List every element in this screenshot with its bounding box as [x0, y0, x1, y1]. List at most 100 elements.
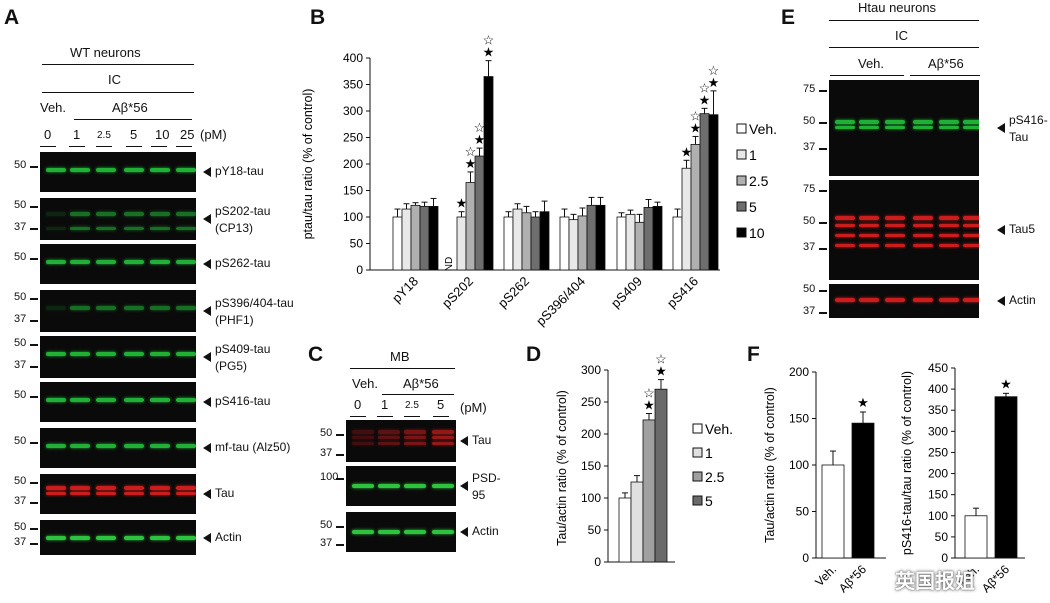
- blot-label-sub: (CP13): [215, 221, 254, 235]
- arrow-icon: [203, 489, 211, 499]
- blot-band: [885, 234, 905, 237]
- y-tick-label: 50: [935, 530, 949, 544]
- blot-band: [176, 352, 196, 356]
- mw-marker: 37: [14, 221, 27, 233]
- mw-tick: [30, 543, 38, 545]
- panel-a-header-line: [42, 64, 194, 65]
- blot-band: [124, 212, 144, 216]
- blot-band: [150, 492, 170, 495]
- legend-swatch: [736, 175, 747, 186]
- blot-label-sub: (PHF1): [215, 313, 254, 327]
- blot-label: Actin: [472, 524, 499, 538]
- dose-underline: [404, 416, 420, 417]
- blot-band: [176, 536, 196, 540]
- panel-a-condition: IC: [108, 72, 121, 87]
- blot-band: [913, 234, 933, 237]
- blot-band: [70, 492, 90, 495]
- panel-e-treatment: Aβ*56: [928, 56, 964, 71]
- bar: [419, 205, 430, 271]
- panel-c-treatment-line: [382, 394, 454, 395]
- dose-label: 25: [180, 127, 195, 142]
- arrow-icon: [203, 397, 211, 407]
- bar: [586, 204, 597, 271]
- blot-band: [939, 126, 959, 129]
- blot-band: [378, 430, 400, 434]
- blot-band: [432, 442, 454, 445]
- blot-band: [939, 298, 959, 302]
- dose-label: 5: [437, 397, 445, 412]
- blot-band: [432, 436, 454, 439]
- blot-strip: [40, 244, 196, 284]
- bar: [568, 219, 579, 271]
- y-axis-label: pS416-tau/tau ratio (% of control): [900, 371, 914, 555]
- blot-band: [963, 224, 979, 227]
- blot-band: [176, 492, 196, 495]
- x-tick-label: pS262: [495, 274, 532, 311]
- y-tick-label: 100: [581, 491, 601, 505]
- mw-tick: [819, 312, 827, 314]
- y-tick-label: 300: [928, 424, 948, 438]
- mw-tick: [30, 442, 38, 444]
- legend-label: 5: [749, 199, 757, 215]
- panel-e-condition: IC: [895, 28, 908, 43]
- panel-a-unit: (pM): [200, 127, 227, 142]
- blot-band: [124, 492, 144, 495]
- panel-a-header: WT neurons: [70, 45, 141, 60]
- arrow-icon: [203, 306, 211, 316]
- blot-band: [150, 352, 170, 356]
- blot-band: [150, 306, 170, 310]
- mw-marker: 75: [803, 83, 816, 95]
- blot-band: [835, 224, 855, 227]
- y-tick-label: 250: [581, 395, 601, 409]
- blot-band: [378, 530, 400, 534]
- blot-band: [70, 536, 90, 540]
- y-tick-label: 100: [789, 458, 809, 472]
- blot-band: [885, 216, 905, 220]
- blot-band: [176, 486, 196, 490]
- blot-label: PSD-: [472, 471, 501, 485]
- panel-c-treatment: Aβ*56: [403, 376, 439, 391]
- blot-band: [150, 536, 170, 540]
- y-tick-label: 250: [343, 131, 363, 145]
- blot-band: [859, 126, 879, 129]
- blot-band: [124, 486, 144, 490]
- filled-star-icon: ★: [1000, 376, 1012, 391]
- bar: [410, 204, 421, 271]
- dose-label: 1: [381, 397, 389, 412]
- y-tick-label: 200: [789, 365, 809, 379]
- dose-label: 1: [73, 127, 81, 142]
- blot-band: [96, 168, 116, 172]
- legend-swatch: [692, 495, 703, 506]
- blot-band: [46, 227, 66, 230]
- mw-marker: 50: [320, 427, 333, 439]
- mw-marker: 50: [14, 389, 27, 401]
- mw-marker: 50: [14, 291, 27, 303]
- mw-tick: [819, 290, 827, 292]
- blot-band: [913, 298, 933, 302]
- y-tick-label: 100: [343, 210, 363, 224]
- blot-band: [404, 436, 426, 439]
- mw-tick: [30, 166, 38, 168]
- dose-underline: [40, 146, 56, 147]
- blot-band: [70, 444, 90, 448]
- blot-band: [46, 398, 66, 402]
- bar: [652, 205, 663, 271]
- mw-tick: [30, 206, 38, 208]
- x-tick-label: pS396/404: [533, 274, 588, 329]
- panel-c-unit: (pM): [460, 400, 487, 415]
- blot-band: [150, 212, 170, 216]
- blot-label: pS262-tau: [215, 256, 271, 270]
- filled-star-icon: ★: [474, 132, 486, 147]
- panel-a-condition-line: [42, 92, 194, 93]
- nd-label: ND: [444, 257, 455, 271]
- blot-band: [404, 442, 426, 445]
- blot-band: [124, 306, 144, 310]
- blot-band: [885, 298, 905, 302]
- mw-tick: [30, 228, 38, 230]
- x-tick-label: pS202: [439, 274, 476, 311]
- blot-strip: [40, 428, 196, 468]
- blot-band: [96, 398, 116, 402]
- panel-e-label: E: [781, 6, 796, 29]
- blot-band: [913, 120, 933, 124]
- dose-underline: [151, 146, 167, 147]
